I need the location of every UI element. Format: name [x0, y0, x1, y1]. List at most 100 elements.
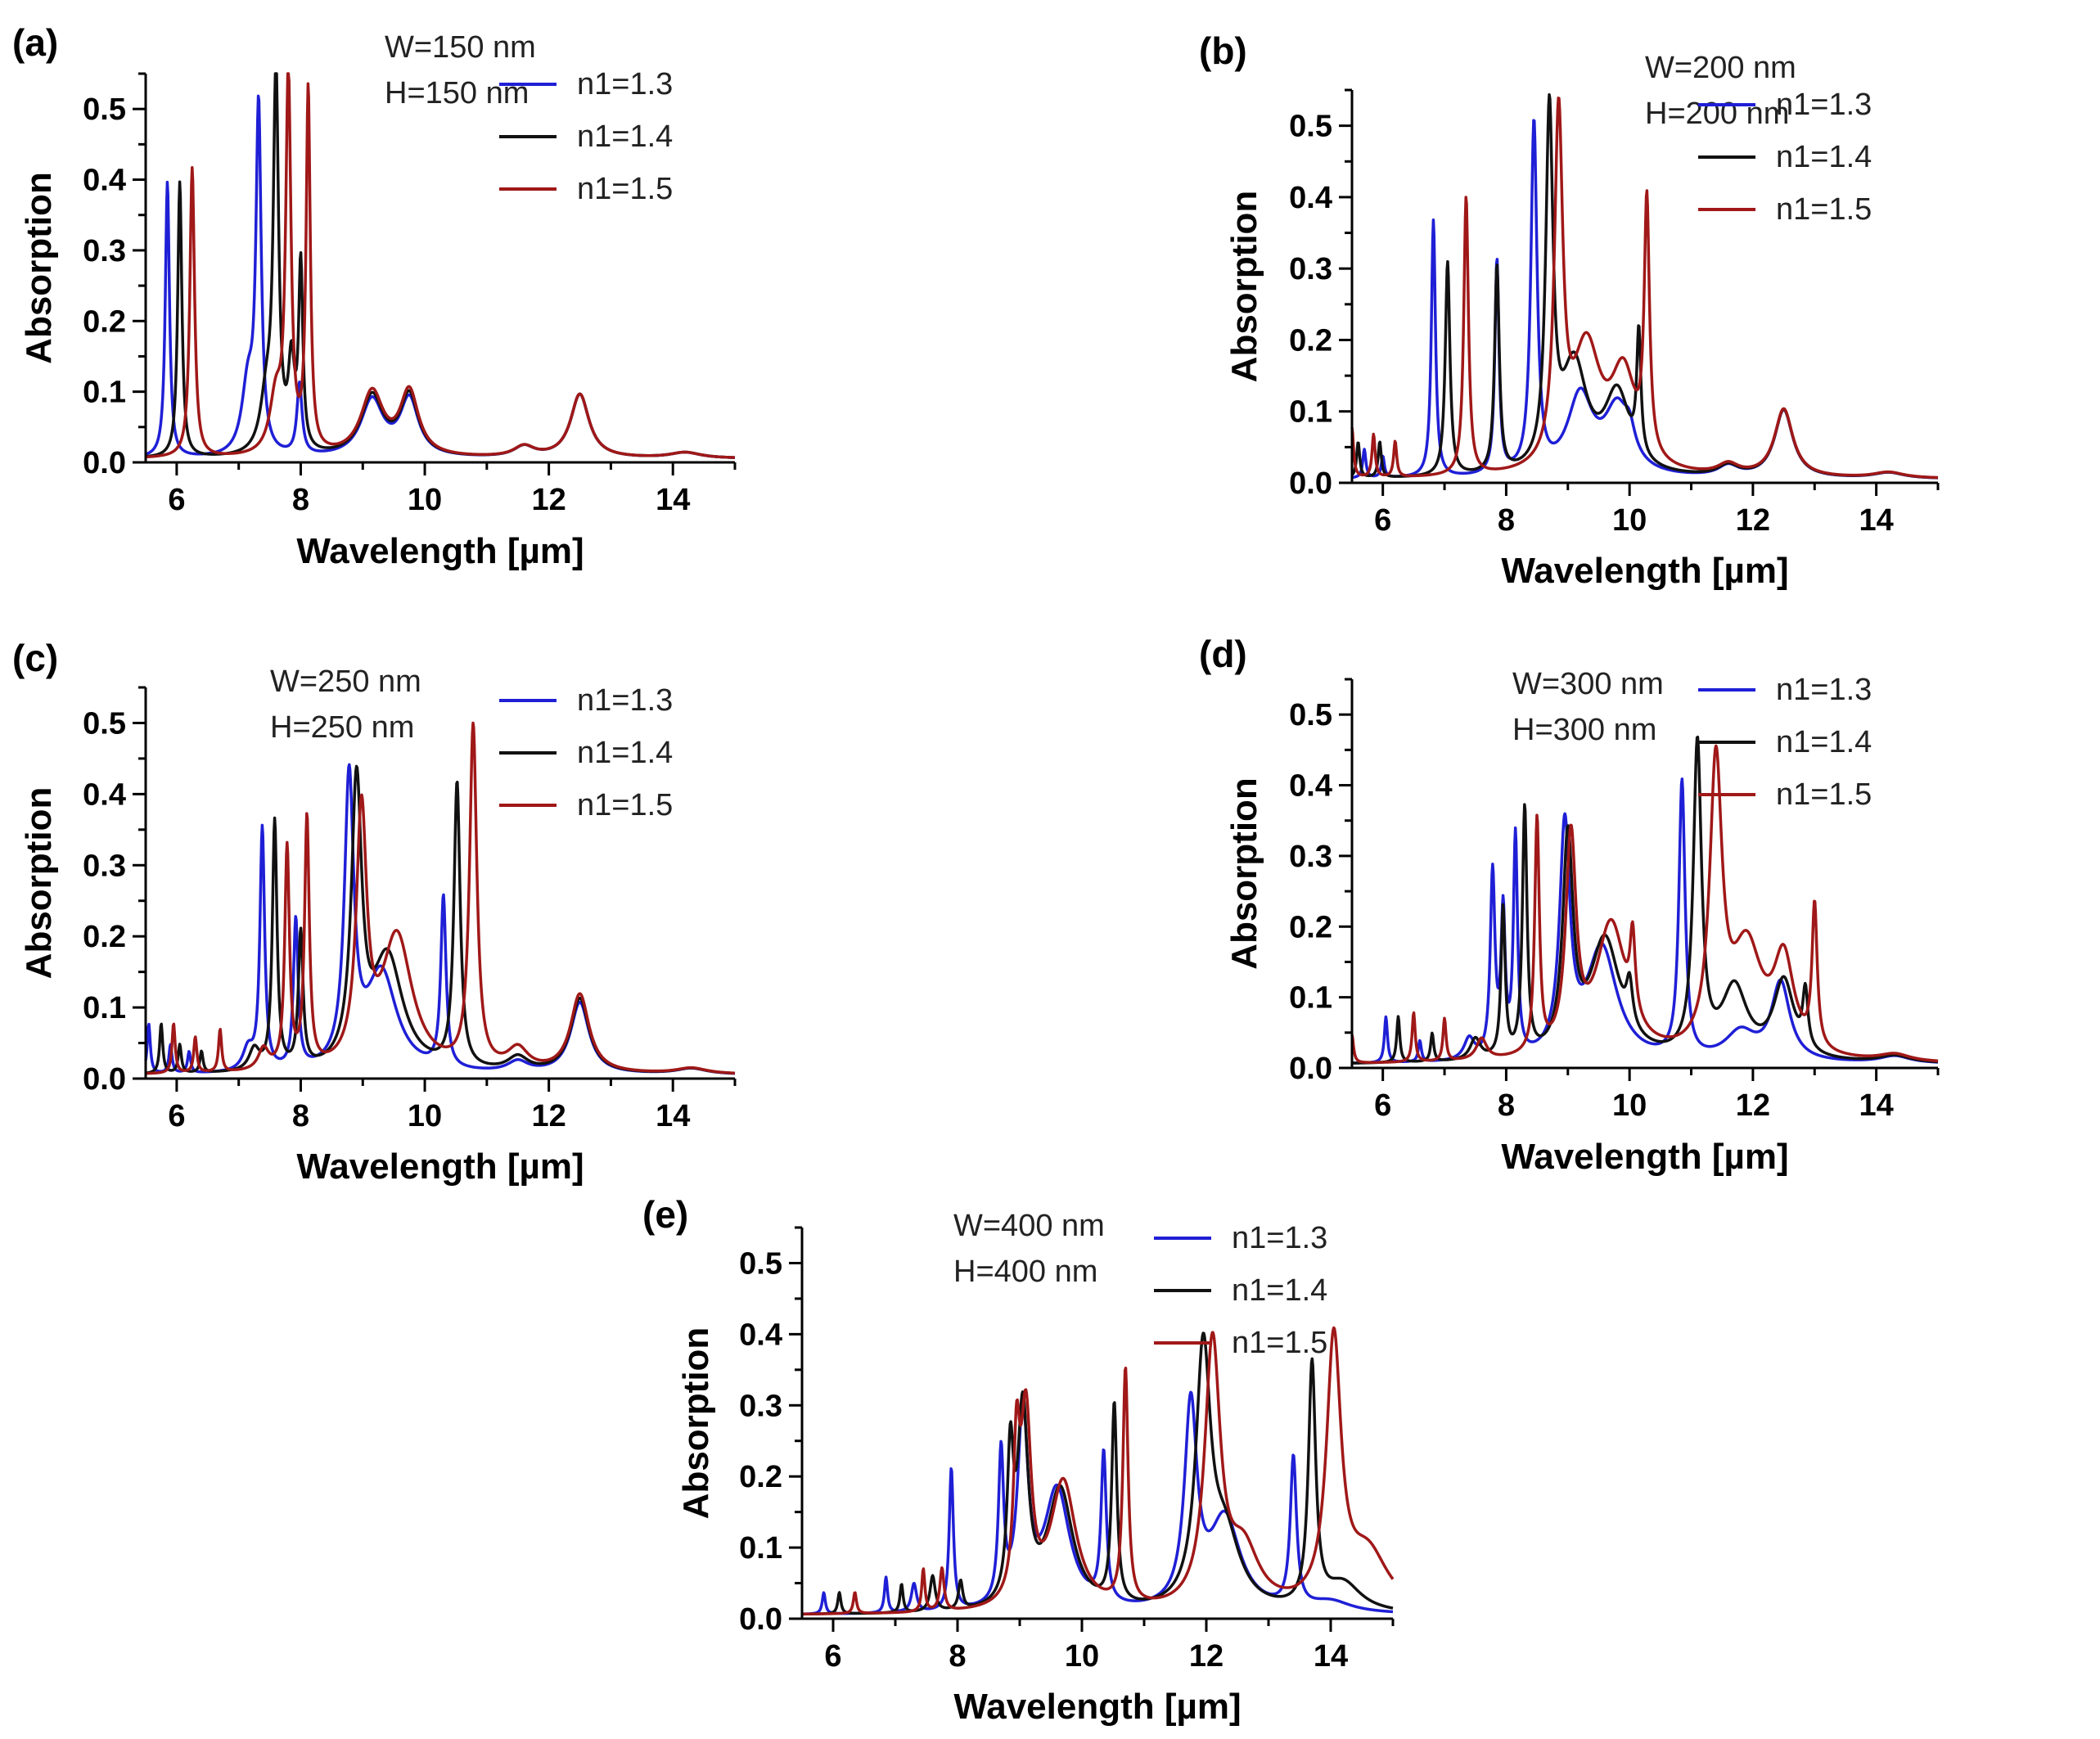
legend-label: n1=1.5 — [1232, 1326, 1327, 1360]
series-line-n1-1-5 — [801, 1326, 1395, 1616]
chart-panel-2: (b) 6 8 10 12 14 0.0 0.1 0.2 0.3 0.4 0.5 Wavelength … — [1199, 29, 1940, 591]
y-tick-label: 0.3 — [739, 1389, 782, 1423]
x-tick-label: 8 — [1498, 503, 1515, 538]
x-tick-label: 10 — [1612, 503, 1647, 538]
series-line-n1-1-3 — [801, 1390, 1394, 1615]
dimension-annotation: W=400 nm — [953, 1209, 1105, 1243]
panel-label: (c) — [12, 637, 58, 679]
dimension-annotation: H=300 nm — [1512, 713, 1656, 747]
x-tick-label: 6 — [1374, 503, 1391, 538]
x-tick-label: 12 — [1189, 1639, 1223, 1674]
legend-label: n1=1.4 — [1776, 725, 1872, 759]
panel-label: (e) — [642, 1193, 688, 1236]
legend: n1=1.3 n1=1.4 n1=1.5 — [499, 683, 673, 822]
y-tick-label: 0.4 — [1289, 769, 1332, 804]
y-tick-label: 0.0 — [83, 1062, 126, 1097]
dimension-annotation: W=300 nm — [1512, 667, 1664, 701]
dimension-annotation: H=250 nm — [270, 710, 414, 745]
y-axis-title: Absorption — [676, 1327, 716, 1520]
y-tick-label: 0.1 — [1289, 981, 1332, 1016]
panel-label: (a) — [12, 21, 58, 64]
x-tick-label: 6 — [824, 1639, 841, 1674]
y-tick-label: 0.2 — [83, 920, 126, 954]
y-tick-label: 0.5 — [1289, 110, 1332, 144]
legend-label: n1=1.5 — [577, 172, 673, 206]
y-tick-label: 0.5 — [1289, 698, 1332, 732]
dimension-annotation: W=250 nm — [270, 665, 421, 699]
x-tick-label: 6 — [1374, 1088, 1391, 1123]
y-tick-label: 0.2 — [1289, 910, 1332, 944]
dimension-annotation: W=200 nm — [1645, 51, 1796, 85]
y-tick-label: 0.4 — [83, 777, 126, 812]
y-tick-label: 0.3 — [83, 849, 126, 883]
y-tick-label: 0.2 — [83, 304, 126, 339]
y-tick-label: 0.1 — [83, 376, 126, 410]
x-axis-title: Wavelength [µm] — [1501, 551, 1788, 591]
legend-label: n1=1.4 — [577, 119, 673, 154]
x-tick-label: 12 — [1736, 503, 1770, 538]
y-tick-label: 0.2 — [739, 1460, 782, 1494]
y-tick-label: 0.5 — [83, 706, 126, 741]
dimension-annotation: H=150 nm — [385, 76, 529, 110]
series-line-n1-1-4 — [1351, 735, 1939, 1065]
y-tick-label: 0.4 — [1289, 181, 1332, 215]
x-tick-label: 12 — [531, 483, 566, 517]
x-tick-label: 6 — [168, 1099, 185, 1133]
x-tick-label: 10 — [408, 1099, 442, 1133]
legend-label: n1=1.4 — [1232, 1273, 1327, 1308]
x-tick-label: 14 — [656, 483, 690, 517]
legend-label: n1=1.3 — [577, 67, 673, 101]
y-tick-label: 0.1 — [739, 1531, 782, 1566]
y-tick-label: 0.0 — [83, 446, 126, 480]
y-tick-label: 0.5 — [83, 92, 126, 127]
legend-label: n1=1.5 — [1776, 192, 1872, 227]
dimension-annotation: W=150 nm — [385, 30, 536, 65]
y-tick-label: 0.0 — [1289, 1052, 1332, 1086]
chart-panel-5: (e) 6 8 10 12 14 0.0 0.1 0.2 0.3 0.4 0.5 Wavelength … — [642, 1193, 1395, 1727]
legend-label: n1=1.3 — [577, 683, 673, 718]
series-lines — [1350, 92, 1939, 480]
dimension-annotation: H=400 nm — [953, 1255, 1097, 1289]
y-tick-label: 0.1 — [1289, 395, 1332, 430]
legend-label: n1=1.4 — [1776, 140, 1872, 174]
x-tick-label: 10 — [1065, 1639, 1099, 1674]
x-tick-label: 10 — [408, 483, 442, 517]
x-tick-label: 8 — [292, 483, 309, 517]
x-tick-label: 14 — [1859, 1088, 1893, 1123]
x-tick-label: 12 — [531, 1099, 566, 1133]
y-axis-title: Absorption — [1224, 191, 1264, 383]
x-axis-title: Wavelength [µm] — [296, 531, 584, 571]
y-tick-label: 0.3 — [83, 234, 126, 268]
x-axis-title: Wavelength [µm] — [953, 1687, 1241, 1727]
y-tick-label: 0.0 — [739, 1602, 782, 1637]
y-axis-title: Absorption — [1224, 777, 1264, 970]
legend: n1=1.3 n1=1.4 n1=1.5 — [1154, 1221, 1327, 1360]
legend-label: n1=1.3 — [1232, 1221, 1327, 1255]
y-tick-label: 0.3 — [1289, 840, 1332, 874]
panel-label: (d) — [1199, 633, 1247, 675]
x-tick-label: 8 — [292, 1099, 309, 1133]
x-tick-label: 10 — [1612, 1088, 1647, 1123]
dimension-annotation: H=200 nm — [1645, 97, 1789, 131]
chart-panel-4: (d) 6 8 10 12 14 0.0 0.1 0.2 0.3 0.4 0.5 Wavelength … — [1199, 633, 1940, 1177]
x-tick-label: 14 — [1859, 503, 1893, 538]
chart-panel-3: (c) 6 8 10 12 14 0.0 0.1 0.2 0.3 0.4 0.5 Wavelength … — [12, 637, 737, 1187]
y-axis-title: Absorption — [19, 172, 59, 364]
legend-label: n1=1.5 — [577, 788, 673, 822]
y-tick-label: 0.5 — [739, 1246, 782, 1281]
x-axis-title: Wavelength [µm] — [296, 1147, 584, 1187]
y-tick-label: 0.4 — [739, 1318, 782, 1352]
series-line-n1-1-5 — [145, 721, 736, 1075]
y-tick-label: 0.3 — [1289, 252, 1332, 286]
panel-label: (b) — [1199, 29, 1247, 72]
legend-label: n1=1.3 — [1776, 673, 1872, 707]
series-lines — [801, 1326, 1395, 1616]
series-line-n1-1-5 — [145, 72, 736, 459]
y-tick-label: 0.4 — [83, 164, 126, 198]
y-axis-title: Absorption — [19, 787, 59, 980]
x-tick-label: 14 — [656, 1099, 690, 1133]
legend: n1=1.3 n1=1.4 n1=1.5 — [1698, 673, 1872, 812]
legend: n1=1.3 n1=1.4 n1=1.5 — [499, 67, 673, 206]
y-tick-label: 0.1 — [83, 991, 126, 1025]
